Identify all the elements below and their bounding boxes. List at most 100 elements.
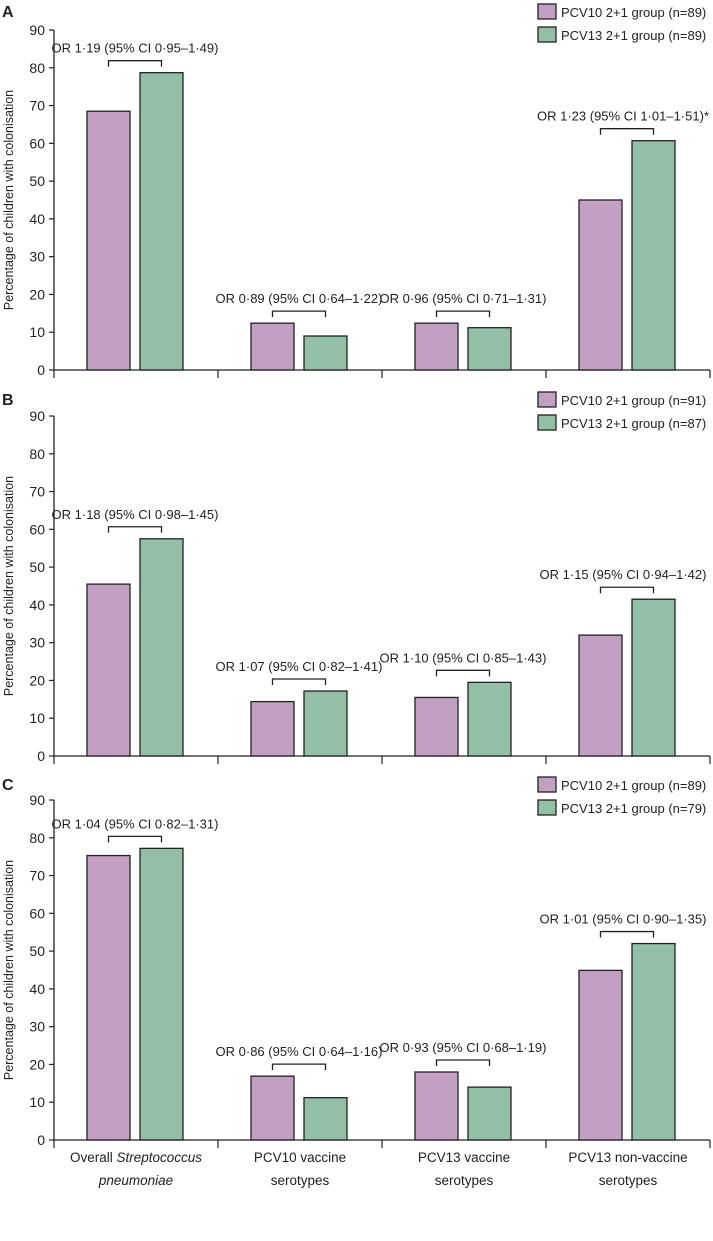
bar-pcv13 (303, 335, 348, 371)
or-bracket (271, 1063, 327, 1071)
bar-pcv10 (86, 110, 131, 371)
legend-swatch (537, 3, 557, 20)
or-bracket (435, 669, 491, 677)
y-tick-label: 60 (29, 905, 45, 921)
legend-swatch (537, 414, 557, 431)
y-axis-label: Percentage of children with colonisation (2, 90, 16, 310)
category-label: PCV13 vaccine (418, 1150, 510, 1165)
category-label-line2: serotypes (271, 1173, 330, 1188)
odds-ratio-label: OR 1·07 (95% CI 0·82–1·41) (216, 659, 383, 674)
bar-pcv10 (578, 969, 623, 1141)
legend-label: PCV13 2+1 group (n=87) (561, 416, 706, 431)
odds-ratio-label: OR 0·86 (95% CI 0·64–1·16) (216, 1044, 383, 1059)
y-tick-label: 70 (29, 98, 45, 114)
bar-pcv10 (414, 696, 459, 757)
y-tick-label: 10 (29, 710, 45, 726)
category-label: PCV13 non-vaccine (568, 1150, 687, 1165)
odds-ratio-label: OR 1·04 (95% CI 0·82–1·31) (52, 816, 219, 831)
y-tick-label: 50 (29, 173, 45, 189)
y-tick-label: 90 (29, 792, 45, 808)
odds-ratio-label: OR 1·23 (95% CI 1·01–1·51)* (537, 109, 709, 124)
y-tick-label: 50 (29, 559, 45, 575)
category-label-line2: serotypes (435, 1173, 494, 1188)
bar-pcv10 (414, 322, 459, 371)
or-bracket (435, 310, 491, 318)
y-tick-label: 0 (37, 362, 45, 378)
y-axis-label: Percentage of children with colonisation (2, 860, 16, 1080)
category-label-line2: serotypes (599, 1173, 658, 1188)
category-label-text: PCV13 non-vaccine (568, 1150, 687, 1165)
odds-ratio-label: OR 0·89 (95% CI 0·64–1·22) (216, 291, 383, 306)
odds-ratio-label: OR 0·93 (95% CI 0·68–1·19) (380, 1040, 547, 1055)
y-tick-label: 0 (37, 748, 45, 764)
bar-pcv13 (631, 942, 676, 1141)
y-tick-label: 20 (29, 286, 45, 302)
bar-pcv13 (631, 598, 676, 757)
bar-pcv10 (578, 199, 623, 371)
legend-swatch (537, 391, 557, 408)
y-tick-label: 80 (29, 446, 45, 462)
y-tick-label: 10 (29, 324, 45, 340)
y-tick-label: 80 (29, 830, 45, 846)
odds-ratio-label: OR 1·18 (95% CI 0·98–1·45) (52, 507, 219, 522)
category-label-text: Overall (70, 1150, 117, 1165)
y-tick-label: 40 (29, 597, 45, 613)
legend-label: PCV10 2+1 group (n=89) (561, 5, 706, 20)
or-bracket (599, 930, 655, 938)
y-tick-label: 90 (29, 22, 45, 38)
bar-pcv13 (467, 681, 512, 757)
panel-a: A 0 10 20 30 40 50 60 70 80 90 Percentage of childr… (2, 3, 711, 378)
or-bracket (271, 678, 327, 686)
panel-b: B 0 10 20 30 40 50 60 70 80 90 Percentage of childr… (2, 391, 711, 764)
bar-pcv13 (303, 690, 348, 757)
category-label-text: PCV10 vaccine (254, 1150, 346, 1165)
bar-pcv10 (86, 854, 131, 1141)
y-axis-label: Percentage of children with colonisation (2, 476, 16, 696)
or-bracket (599, 586, 655, 594)
legend-swatch (537, 776, 557, 793)
bar-pcv13 (467, 1086, 512, 1141)
legend-label: PCV13 2+1 group (n=89) (561, 28, 706, 43)
bar-pcv13 (631, 140, 676, 371)
y-tick-label: 40 (29, 981, 45, 997)
y-tick-label: 30 (29, 249, 45, 265)
bar-pcv10 (250, 700, 295, 757)
bar-pcv10 (250, 322, 295, 371)
bar-pcv13 (467, 327, 512, 371)
y-tick-label: 0 (37, 1132, 45, 1148)
odds-ratio-label: OR 1·19 (95% CI 0·95–1·49) (52, 41, 219, 56)
category-label-text: PCV13 vaccine (418, 1150, 510, 1165)
legend-label: PCV10 2+1 group (n=89) (561, 778, 706, 793)
or-bracket (107, 835, 163, 843)
bar-pcv10 (578, 634, 623, 757)
or-bracket (599, 128, 655, 135)
or-bracket (435, 1059, 491, 1066)
y-tick-label: 10 (29, 1094, 45, 1110)
y-tick-label: 50 (29, 943, 45, 959)
or-bracket (107, 526, 163, 533)
legend-swatch (537, 799, 557, 816)
y-tick-label: 60 (29, 521, 45, 537)
panel-c: C 0 10 20 30 40 50 60 70 80 90 Percentage of childr… (2, 776, 711, 1148)
legend-swatch (537, 26, 557, 43)
y-tick-label: 40 (29, 211, 45, 227)
y-tick-label: 70 (29, 868, 45, 884)
odds-ratio-label: OR 1·01 (95% CI 0·90–1·35) (540, 912, 707, 927)
or-bracket (271, 310, 327, 318)
panel-label: C (2, 777, 14, 794)
y-tick-label: 70 (29, 484, 45, 500)
bar-pcv10 (86, 583, 131, 757)
category-label-line2: pneumoniae (98, 1173, 173, 1188)
bar-pcv13 (139, 847, 184, 1141)
bar-pcv13 (139, 538, 184, 757)
bar-pcv10 (414, 1071, 459, 1141)
category-label-italic: Streptococcus (116, 1150, 202, 1165)
odds-ratio-label: OR 0·96 (95% CI 0·71–1·31) (380, 291, 547, 306)
y-tick-label: 80 (29, 60, 45, 76)
or-bracket (107, 60, 163, 67)
y-tick-label: 90 (29, 408, 45, 424)
y-tick-label: 20 (29, 1056, 45, 1072)
y-tick-label: 30 (29, 1019, 45, 1035)
y-tick-label: 30 (29, 635, 45, 651)
